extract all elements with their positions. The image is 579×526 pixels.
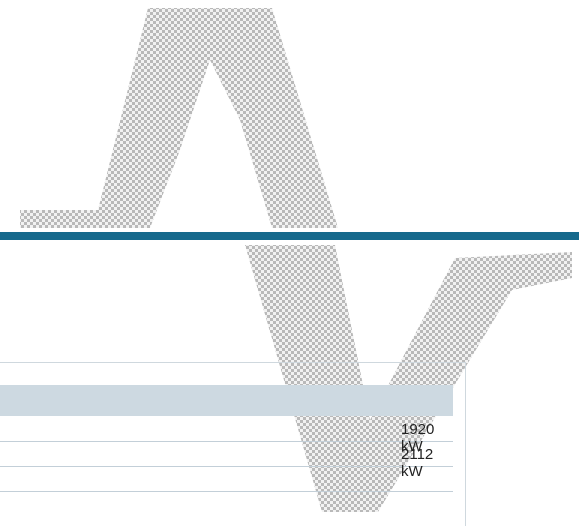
divider-line (0, 232, 579, 240)
pulse-up (20, 8, 338, 228)
table-header (0, 385, 453, 416)
table-row: 1920 kW (0, 417, 453, 442)
table-row (0, 467, 453, 492)
table: 1920 kW 2112 kW (0, 362, 466, 526)
screen: 1920 kW 2112 kW (0, 0, 579, 526)
table-row: 2112 kW (0, 442, 453, 467)
